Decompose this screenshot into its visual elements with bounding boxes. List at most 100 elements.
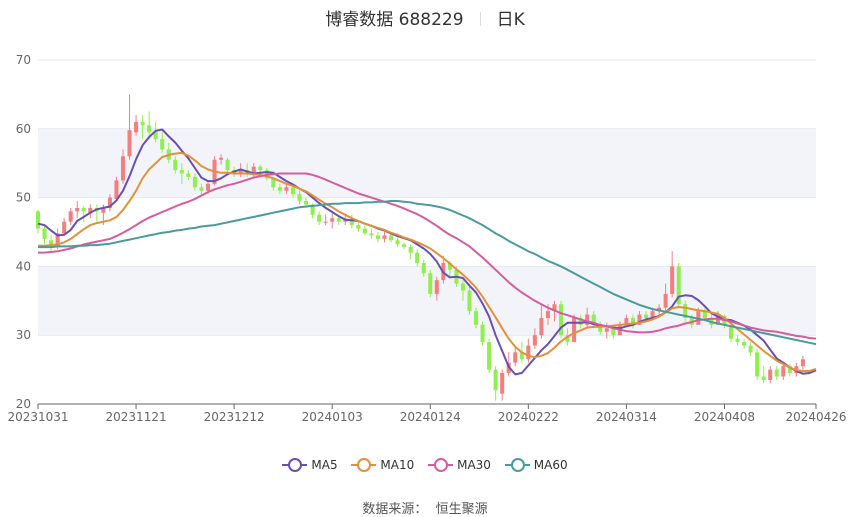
legend-label-ma10: MA10 (380, 458, 415, 472)
candle-body (676, 266, 681, 305)
candle-body (774, 369, 779, 377)
candle-body (42, 228, 47, 239)
candle-body (526, 345, 531, 360)
candle-body (787, 366, 792, 374)
candle-body (565, 335, 570, 343)
y-tick-label: 60 (16, 122, 31, 136)
candle-body (434, 280, 439, 294)
legend-label-ma5: MA5 (311, 458, 338, 472)
candle-body (598, 324, 603, 332)
candle-body (761, 376, 766, 380)
candle-body (258, 166, 263, 171)
candle-body (519, 352, 524, 360)
candle-body (238, 170, 243, 174)
candle-body (389, 235, 394, 241)
legend-marker-ma5 (282, 458, 308, 472)
y-tick-label: 50 (16, 191, 31, 205)
candle-body (375, 235, 380, 239)
candle-body (781, 366, 786, 377)
candle-body (578, 318, 583, 325)
chart-legend: MA5 MA10 MA30 MA60 (0, 458, 850, 472)
candle-body (68, 211, 73, 222)
candle-body (101, 207, 106, 213)
candle-body (251, 166, 256, 174)
x-tick-label: 20231031 (7, 410, 68, 424)
candle-body (755, 352, 760, 377)
candle-body (572, 318, 577, 343)
candle-body (428, 273, 433, 294)
candle-body (107, 197, 112, 208)
candle-body (120, 156, 126, 181)
candle-body (356, 225, 361, 229)
candle-body (539, 318, 544, 336)
candle-body (604, 328, 609, 332)
candle-body (35, 211, 41, 229)
candle-body (192, 176, 197, 188)
candle-body (304, 201, 309, 205)
legend-item-ma10[interactable]: MA10 (351, 458, 414, 472)
y-tick-label: 40 (16, 259, 31, 273)
legend-marker-ma30 (428, 458, 454, 472)
legend-label-ma60: MA60 (533, 458, 568, 472)
legend-label-ma30: MA30 (457, 458, 491, 472)
series-line-ma30 (38, 172, 817, 340)
candle-body (62, 221, 67, 234)
candle-body (153, 132, 158, 140)
legend-item-ma5[interactable]: MA5 (282, 458, 338, 472)
legend-item-ma60[interactable]: MA60 (504, 458, 568, 472)
candle-body (369, 233, 374, 236)
candle-body (88, 207, 93, 213)
candle-body (663, 293, 668, 308)
candle-body (480, 324, 485, 343)
chart-title: 博睿数据 688229 日K (0, 5, 850, 30)
candle-body (683, 304, 688, 318)
candle-body (650, 311, 655, 318)
candle-body (670, 266, 675, 294)
data-source: 数据来源： 恒生聚源 (0, 498, 850, 517)
candle-body (637, 314, 642, 325)
candle-body (225, 159, 230, 171)
candle-body (330, 218, 335, 222)
candle-body (624, 318, 629, 325)
title-separator (479, 12, 481, 26)
candle-body (800, 359, 805, 367)
candle-body (460, 283, 465, 291)
x-tick-label: 20231121 (106, 410, 167, 424)
candle-body (186, 173, 191, 177)
x-tick-label: 20240408 (694, 410, 755, 424)
candle-body (277, 187, 282, 191)
candle-body (585, 314, 590, 325)
candle-body (219, 157, 224, 160)
y-tick-label: 30 (16, 328, 31, 342)
candle-body (81, 207, 86, 212)
candle-body (552, 304, 557, 312)
grid-band (38, 128, 816, 198)
legend-item-ma30[interactable]: MA30 (428, 458, 491, 472)
x-tick-label: 20240426 (785, 410, 846, 424)
candle-body (55, 233, 60, 246)
candle-body (317, 214, 322, 222)
candle-body (545, 311, 550, 318)
candle-body (402, 244, 407, 248)
legend-marker-ma60 (504, 458, 530, 472)
candle-body (728, 324, 734, 339)
candle-body (415, 252, 420, 263)
candle-body (768, 369, 773, 380)
candle-body (643, 314, 649, 318)
candle-body (349, 219, 354, 226)
candle-body (199, 187, 204, 191)
candle-body (748, 345, 753, 353)
x-tick-label: 20240103 (302, 410, 363, 424)
candle-body (611, 328, 616, 336)
candle-body (114, 180, 119, 199)
candle-body (343, 219, 348, 222)
chart-title-text: 博睿数据 688229 (325, 10, 464, 30)
source-label: 数据来源： (362, 502, 428, 517)
candle-body (493, 369, 498, 391)
candle-body (487, 342, 492, 370)
candle-body (271, 178, 276, 188)
candle-body (179, 170, 184, 174)
candle-body (140, 121, 145, 126)
candle-body (513, 352, 518, 363)
